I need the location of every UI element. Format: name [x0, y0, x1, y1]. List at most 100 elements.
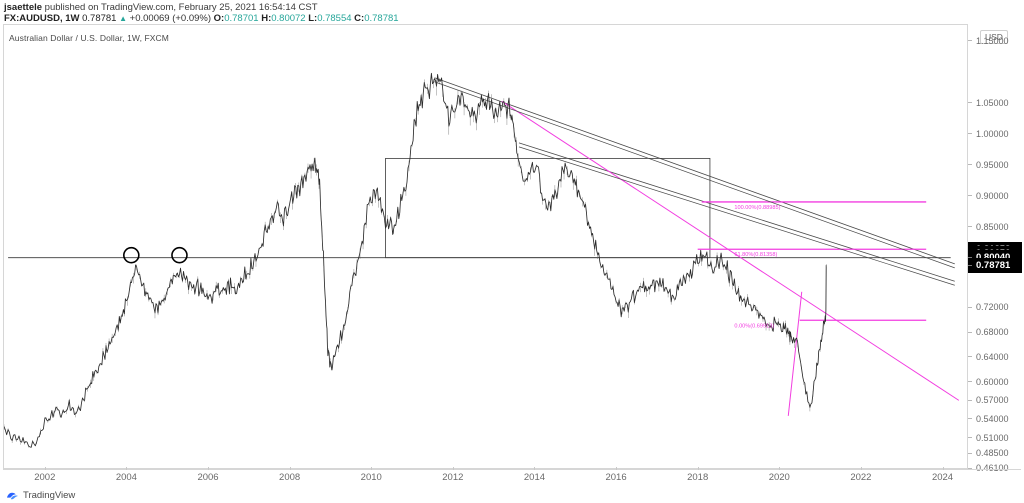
time-tick-mark	[697, 467, 699, 470]
time-tick-mark	[942, 467, 944, 470]
tradingview-logo-icon	[7, 492, 18, 499]
time-tick-label: 2012	[442, 472, 464, 483]
time-tick-label: 2010	[360, 472, 382, 483]
tick-mark	[968, 226, 972, 228]
price-tick-label: 0.51000	[976, 432, 1009, 443]
currency-badge: USD	[980, 30, 1008, 44]
tick-mark	[968, 467, 972, 469]
time-tick-mark	[616, 467, 618, 470]
price-tick-label: 0.48500	[976, 448, 1009, 459]
price-tick: 1.05000	[968, 97, 1022, 109]
time-tick-mark	[534, 467, 536, 470]
chart-plot-area[interactable]: 100.00%(0.88985) 61.80%(0.81358) 0.00%(0.6…	[4, 25, 967, 468]
price-tick: 0.90000	[968, 190, 1022, 202]
price-tick: 0.68000	[968, 326, 1022, 338]
tick-mark	[968, 418, 972, 420]
time-tick-label: 2022	[850, 472, 872, 483]
fib-label: 0.00%(0.69913)	[734, 323, 774, 329]
circle-marker-1	[171, 246, 188, 264]
overlay-4	[787, 291, 803, 416]
change-percent: (+0.09%)	[172, 13, 212, 24]
overlay-3	[501, 100, 960, 401]
price-tick-label: 0.68000	[976, 327, 1009, 338]
time-tick-mark	[779, 467, 781, 470]
price-tick: 0.85000	[968, 221, 1022, 233]
price-tick-label: 0.54000	[976, 413, 1009, 424]
tick-mark	[968, 133, 972, 135]
close-key: C:	[354, 13, 365, 24]
change-absolute: +0.00069	[129, 13, 170, 24]
overlay-rail	[518, 146, 955, 286]
price-tick-label: 1.15000	[976, 35, 1009, 46]
symbol-label[interactable]: FX:AUDUSD, 1W	[4, 13, 80, 24]
price-tick-label: 0.60000	[976, 376, 1009, 387]
tick-mark	[968, 331, 972, 333]
tick-mark	[968, 381, 972, 383]
tick-mark	[968, 164, 972, 166]
price-tick: 0.46100	[968, 462, 1022, 474]
time-tick-mark	[371, 467, 373, 470]
current-price-tag[interactable]: 0.78781	[968, 257, 1022, 273]
open-key: O:	[213, 13, 225, 24]
time-tick-label: 2002	[34, 472, 56, 483]
close-value: 0.78781	[364, 13, 399, 24]
open-value: 0.78701	[224, 13, 259, 24]
price-tick-label: 0.95000	[976, 159, 1009, 170]
price-tick: 1.15000	[968, 35, 1022, 47]
price-tick: 0.57000	[968, 394, 1022, 406]
price-tick: 0.54000	[968, 413, 1022, 425]
time-tick-mark	[126, 467, 128, 470]
price-tick: 0.64000	[968, 351, 1022, 363]
high-value: 0.80072	[271, 13, 306, 24]
footer-brand: TradingView	[23, 489, 76, 501]
tick-mark	[968, 102, 972, 104]
overlay-2	[518, 142, 955, 282]
price-tick: 0.95000	[968, 159, 1022, 171]
price-tick-label: 0.90000	[976, 190, 1009, 201]
price-tick-label: 1.05000	[976, 97, 1009, 108]
time-tick-label: 2014	[523, 472, 546, 483]
chart-frame	[3, 24, 1021, 469]
time-tick-label: 2016	[605, 472, 627, 483]
price-axis[interactable]: USD 1.15000 1.05000 1.00000 0.95000 0.90000 0…	[967, 24, 1022, 473]
fib-label: 100.00%(0.88985)	[734, 205, 780, 211]
author-name: jsaettele	[4, 2, 43, 13]
price-tag-label: 0.80040	[976, 250, 1010, 265]
price-tag-label: 0.78781	[976, 259, 1011, 271]
circle-marker-0	[123, 246, 140, 264]
symbol-quote-line: FX:AUDUSD, 1W 0.78781 ▲ +0.00069 (+0.09%…	[4, 13, 704, 25]
price-tick: 0.51000	[968, 432, 1022, 444]
time-tick-label: 2006	[197, 472, 219, 483]
time-axis[interactable]: 2002 2004 2006 2008 2010 2012 2014 2016 2018 2020…	[3, 467, 1021, 487]
time-tick-mark	[860, 467, 862, 470]
fib-label: 61.80%(0.81358)	[734, 252, 777, 258]
price-line	[4, 72, 827, 448]
publish-info: published on TradingView.com, February 2…	[44, 2, 318, 13]
tick-mark	[968, 256, 972, 258]
publish-line: jsaettele published on TradingView.com, …	[4, 2, 704, 13]
tick-mark	[968, 437, 972, 439]
tick-mark	[968, 306, 972, 308]
tick-mark	[968, 452, 972, 454]
tick-mark	[968, 399, 972, 401]
overlay-rail	[434, 81, 955, 269]
time-tick-label: 2020	[768, 472, 790, 483]
time-tick-mark	[289, 467, 291, 470]
tick-mark	[968, 40, 972, 41]
tick-mark	[968, 264, 972, 266]
footer: TradingView	[0, 487, 1024, 503]
price-tick-label: 0.72000	[976, 302, 1009, 313]
price-tick-label: 0.46100	[976, 463, 1009, 473]
time-tick-label: 2024	[931, 472, 954, 483]
time-tick-label: 2008	[279, 472, 301, 483]
price-tick-label: 0.57000	[976, 395, 1009, 406]
price-tick-label: 1.00000	[976, 128, 1009, 139]
high-key: H:	[261, 13, 272, 24]
time-tick-mark	[452, 467, 454, 470]
time-tick-label: 2018	[687, 472, 709, 483]
tick-mark	[968, 195, 972, 197]
low-value: 0.78554	[317, 13, 352, 24]
time-tick-label: 2004	[115, 472, 137, 483]
change-arrow-icon: ▲	[119, 14, 128, 23]
